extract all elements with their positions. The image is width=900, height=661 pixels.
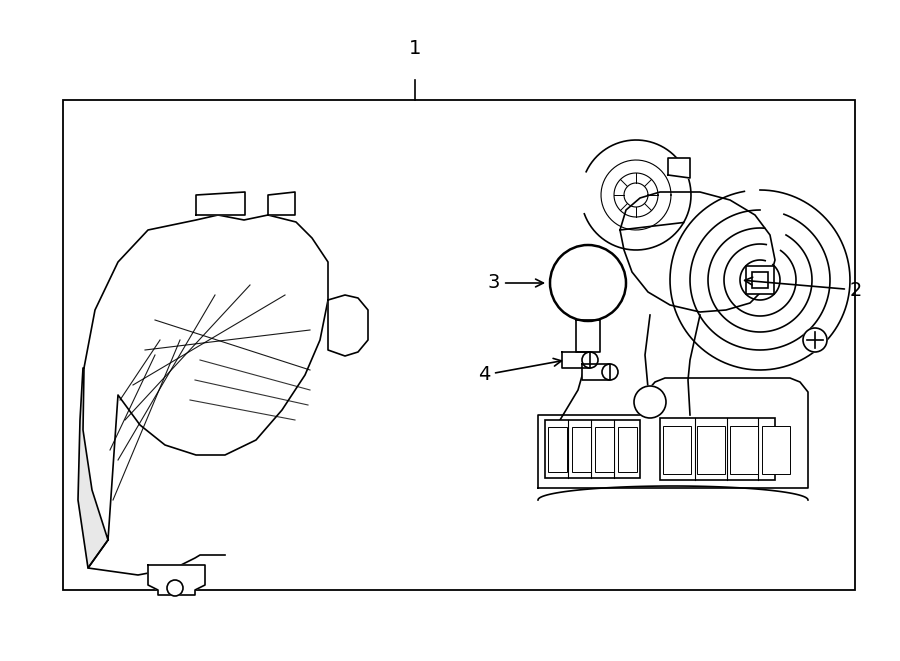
Bar (697, 426, 725, 474)
Bar (762, 426, 790, 474)
Circle shape (803, 328, 827, 352)
Polygon shape (582, 364, 610, 380)
Bar (572, 427, 591, 472)
Polygon shape (78, 368, 108, 568)
Polygon shape (576, 320, 600, 352)
Bar (663, 426, 691, 474)
Bar (545, 420, 640, 478)
Circle shape (582, 352, 598, 368)
Text: 2: 2 (744, 277, 862, 299)
Polygon shape (196, 192, 245, 215)
Bar (548, 427, 567, 472)
Text: 3: 3 (488, 274, 544, 293)
Polygon shape (620, 192, 775, 312)
Bar (63, 100, 855, 590)
Polygon shape (148, 565, 205, 595)
Circle shape (550, 245, 626, 321)
Polygon shape (562, 352, 590, 368)
Text: 4: 4 (478, 358, 562, 385)
Text: 1: 1 (409, 39, 421, 58)
Polygon shape (668, 158, 690, 178)
Polygon shape (328, 295, 368, 356)
Polygon shape (83, 215, 328, 540)
Bar (752, 272, 768, 288)
Bar (746, 266, 774, 294)
Bar (730, 426, 758, 474)
Bar (595, 427, 614, 472)
Bar (660, 418, 775, 480)
Polygon shape (538, 378, 808, 488)
Polygon shape (268, 192, 295, 215)
Circle shape (167, 580, 183, 596)
Circle shape (634, 386, 666, 418)
Bar (618, 427, 637, 472)
Circle shape (602, 364, 618, 380)
